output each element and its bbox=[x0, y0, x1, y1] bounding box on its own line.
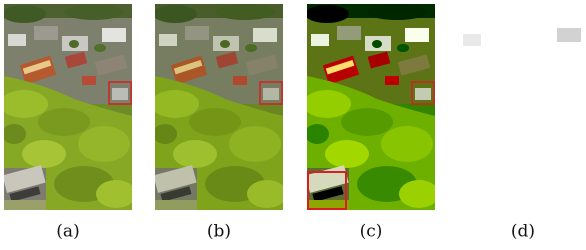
caption: (b) bbox=[207, 222, 231, 242]
photo bbox=[151, 4, 287, 210]
panel-b bbox=[151, 4, 287, 210]
caption: (c) bbox=[360, 222, 383, 242]
caption: (a) bbox=[56, 222, 79, 242]
figure: (a) (b) (c) (d) bbox=[0, 0, 586, 246]
caption: (d) bbox=[511, 222, 535, 242]
panel-d bbox=[455, 4, 586, 210]
photo bbox=[455, 4, 586, 210]
photo bbox=[0, 4, 136, 210]
panel-c bbox=[303, 4, 439, 210]
panel-a bbox=[0, 4, 136, 210]
page: (a) (b) (c) (d) (() => { const data = JS… bbox=[0, 0, 586, 246]
photo bbox=[303, 4, 439, 210]
